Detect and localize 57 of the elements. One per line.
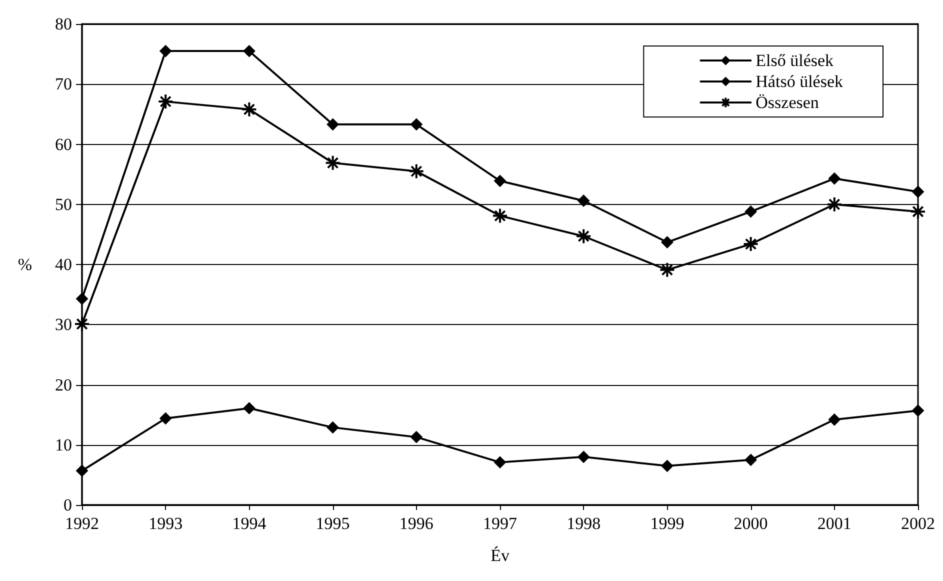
point: [243, 402, 256, 414]
point: [160, 412, 172, 424]
point: [158, 94, 174, 110]
y-tick-label: 0: [64, 496, 72, 514]
point: [243, 45, 256, 58]
y-tick-label: 30: [55, 315, 72, 334]
y-tick-label: 60: [55, 134, 72, 154]
point: [408, 163, 424, 180]
point: [160, 45, 172, 58]
point: [492, 208, 508, 224]
point: [326, 421, 339, 434]
x-tick-label: 1992: [65, 514, 99, 533]
x-axis-title: Év: [490, 546, 510, 565]
point: [578, 450, 590, 463]
legend-label: Összesen: [756, 93, 820, 112]
point: [578, 194, 590, 207]
y-axis-title: %: [18, 255, 32, 274]
legend-label: Első ülések: [756, 51, 834, 70]
point: [744, 206, 757, 218]
x-tick-label: 1996: [399, 514, 434, 533]
point: [661, 236, 674, 248]
y-tick-label: 20: [55, 375, 72, 394]
point: [912, 186, 924, 198]
y-tick-label: 10: [55, 435, 72, 454]
y-tick-label: 70: [55, 74, 72, 94]
point: [74, 316, 90, 332]
point: [912, 404, 924, 417]
point: [410, 118, 422, 130]
y-tick-label: 50: [55, 194, 72, 214]
point: [742, 236, 759, 252]
point: [76, 464, 88, 477]
x-tick-label: 2002: [901, 514, 935, 533]
point: [410, 431, 422, 444]
point: [826, 196, 842, 212]
point: [744, 454, 757, 466]
point: [661, 460, 674, 472]
point: [326, 118, 339, 130]
legend-label: Hátsó ülések: [756, 72, 844, 91]
point: [76, 292, 88, 305]
point: [576, 228, 592, 244]
x-tick-label: 1993: [148, 514, 183, 533]
y-tick-label: 80: [55, 14, 72, 34]
x-tick-label: 1998: [566, 514, 601, 533]
y-tick-label: 40: [55, 255, 72, 274]
point: [659, 262, 676, 278]
point: [828, 172, 840, 185]
point: [494, 456, 506, 468]
point: [241, 101, 258, 118]
x-tick-label: 1994: [232, 514, 267, 533]
point: [494, 174, 506, 187]
x-tick-label: 1995: [316, 514, 350, 533]
x-tick-label: 2001: [817, 514, 852, 533]
point: [828, 414, 840, 426]
x-tick-label: 2000: [734, 514, 768, 533]
x-tick-label: 1999: [650, 514, 684, 533]
point: [324, 154, 341, 171]
x-tick-label: 1997: [483, 514, 518, 533]
